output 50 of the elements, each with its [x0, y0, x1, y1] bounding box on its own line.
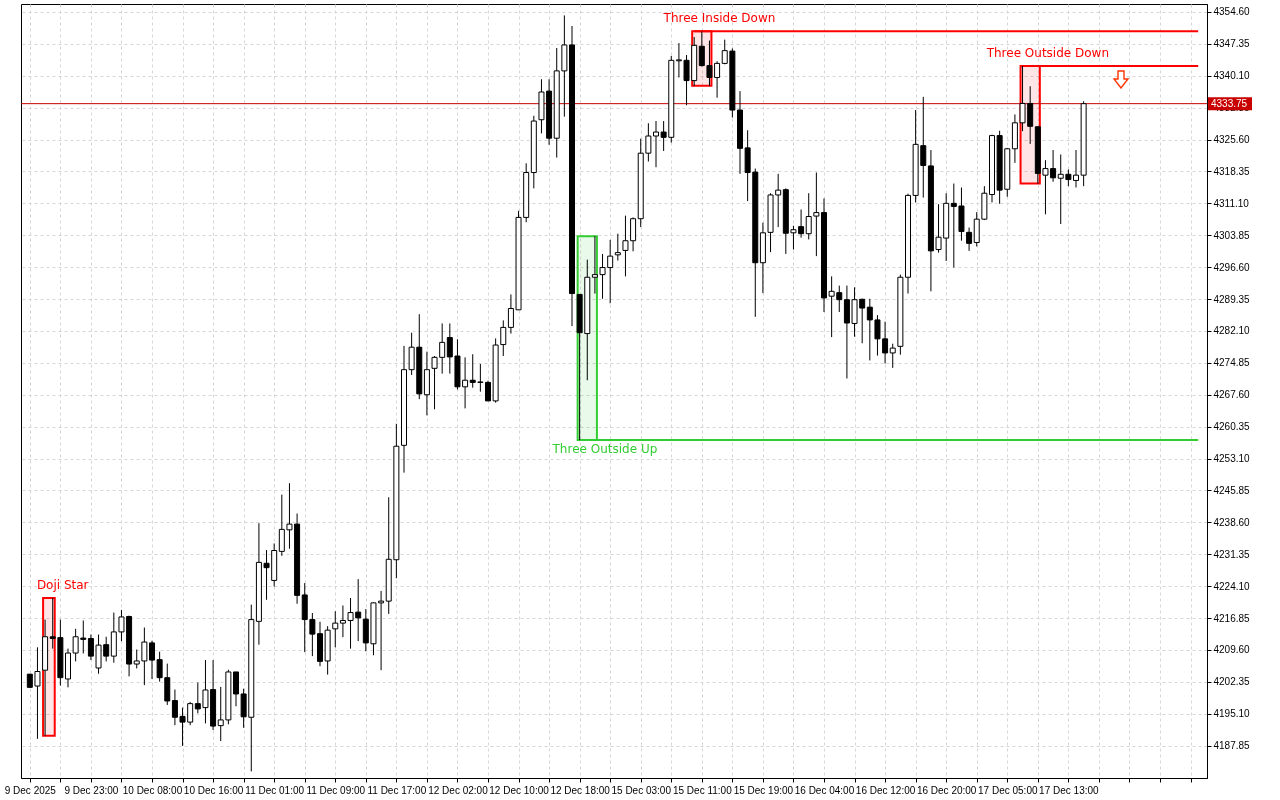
x-tick-label: 17 Dec 13:00 — [1039, 784, 1100, 796]
series-label: Three Inside Down — [662, 11, 776, 26]
y-tick-label: 4216.85 — [1213, 612, 1251, 624]
y-tick-label: 4260.35 — [1213, 421, 1251, 433]
series-label: Three Outside Down — [985, 46, 1109, 61]
y-tick-label: 4296.60 — [1213, 261, 1251, 273]
y-tick-label: 4311.10 — [1213, 197, 1250, 209]
x-tick-label: 15 Dec 11:00 — [672, 784, 733, 796]
candlestick — [966, 227, 973, 252]
x-tick-label: 12 Dec 10:00 — [489, 784, 550, 796]
candlestick — [332, 610, 339, 648]
y-tick-label: 4289.35 — [1213, 293, 1251, 305]
x-tick-label: 11 Dec 09:00 — [306, 784, 366, 796]
y-tick-label: 4354.60 — [1213, 6, 1251, 18]
candlestick — [889, 343, 896, 369]
y-tick-label: 4195.10 — [1213, 708, 1251, 720]
y-tick-label: 4202.35 — [1213, 676, 1251, 688]
x-tick-label: 16 Dec 12:00 — [855, 784, 916, 796]
y-tick-label: 4231.35 — [1213, 548, 1251, 560]
y-tick-label: 4282.10 — [1213, 325, 1251, 337]
y-tick-label: 4238.60 — [1213, 516, 1251, 528]
x-tick-label: 15 Dec 03:00 — [611, 784, 672, 796]
x-tick-label: 10 Dec 16:00 — [183, 784, 244, 796]
x-tick-label: 16 Dec 20:00 — [916, 784, 977, 796]
x-tick-label: 17 Dec 05:00 — [978, 784, 1038, 796]
legend-label: Doji Star — [36, 578, 89, 593]
x-tick-label: 16 Dec 04:00 — [794, 784, 855, 796]
x-tick-label: 12 Dec 02:00 — [428, 784, 489, 796]
y-tick-label: 4325.60 — [1213, 134, 1251, 146]
y-tick-label: 4274.85 — [1213, 357, 1251, 369]
series-label: Three Outside Up — [551, 442, 658, 457]
x-tick-label: 12 Dec 18:00 — [550, 784, 611, 796]
x-tick-label: 15 Dec 19:00 — [733, 784, 794, 796]
ref-line-label: 4333.75 — [1211, 97, 1248, 109]
y-tick-label: 4267.60 — [1213, 389, 1251, 401]
y-tick-label: 4303.85 — [1213, 229, 1251, 241]
x-tick-label: 11 Dec 01:00 — [245, 784, 305, 796]
candlestick — [614, 233, 621, 262]
y-tick-label: 4340.10 — [1213, 70, 1251, 82]
x-tick-label: 10 Dec 08:00 — [122, 784, 183, 796]
y-tick-label: 4224.10 — [1213, 580, 1251, 592]
y-tick-label: 4209.60 — [1213, 644, 1251, 656]
y-tick-label: 4245.85 — [1213, 484, 1251, 496]
y-tick-label: 4187.85 — [1213, 740, 1251, 752]
x-tick-label: 11 Dec 17:00 — [367, 784, 427, 796]
y-tick-label: 4318.35 — [1213, 165, 1251, 177]
x-tick-label: 9 Dec 23:00 — [64, 784, 119, 796]
y-tick-label: 4347.35 — [1213, 38, 1251, 50]
x-tick-label: 9 Dec 2025 — [4, 784, 57, 796]
y-tick-label: 4253.10 — [1213, 453, 1251, 465]
